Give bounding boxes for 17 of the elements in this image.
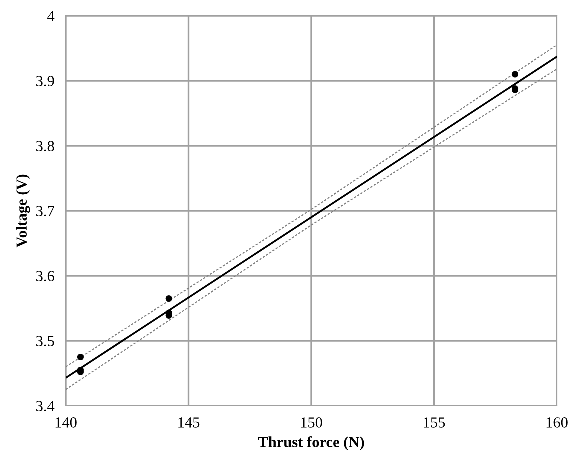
point: [77, 354, 84, 361]
x-axis-title: Thrust force (N): [258, 436, 364, 451]
point: [512, 71, 519, 78]
y-axis-title: Voltage (V): [16, 174, 30, 248]
x-tick-label: 155: [424, 418, 446, 428]
y-tick-label: 3.4: [36, 401, 55, 412]
x-tick-label: 160: [546, 418, 568, 428]
y-tick-label: 3.9: [36, 76, 54, 87]
y-tick-label: 3.8: [36, 141, 54, 152]
y-tick-label: 3.5: [36, 336, 54, 347]
x-tick-label: 150: [301, 418, 322, 428]
y-tick-label: 4: [48, 11, 55, 22]
y-tick-label: 3.6: [36, 271, 54, 282]
x-tick-label: 140: [56, 418, 77, 428]
y-tick-label: 3.7: [36, 206, 54, 217]
x-tick-label: 145: [178, 418, 200, 428]
point: [166, 295, 172, 302]
